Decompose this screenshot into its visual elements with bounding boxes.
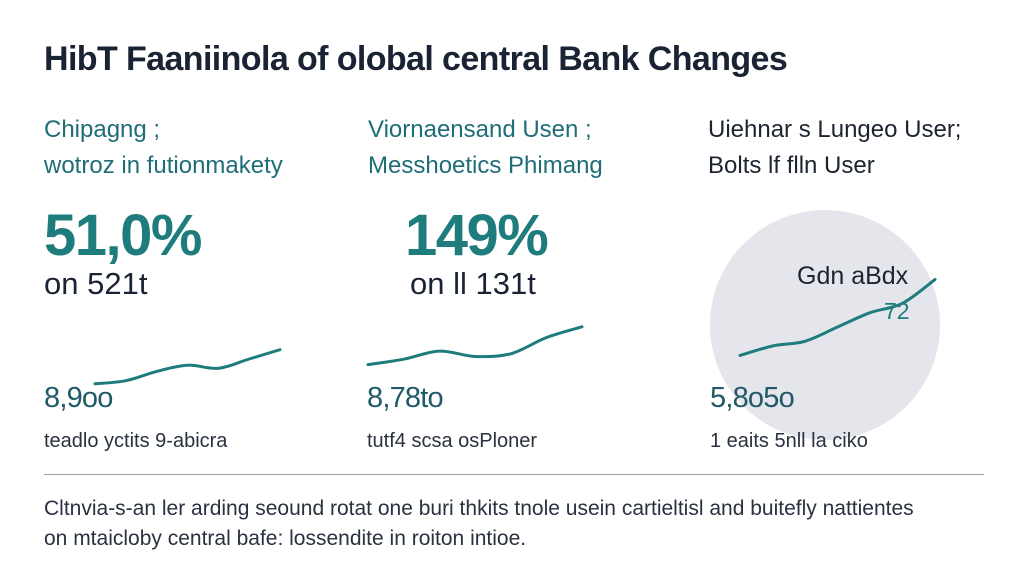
- data-point: [367, 363, 369, 366]
- data-point: [125, 379, 127, 382]
- kpi-value: 51,0%: [44, 203, 202, 268]
- data-point: [934, 278, 936, 281]
- panel-subtitle-line: Uiehnar s Lungeo User;: [708, 116, 962, 143]
- panel-subtitle: Viornaensand Usen ; Messhoetics Phimang: [368, 112, 603, 184]
- data-point: [804, 340, 806, 343]
- data-point: [94, 383, 96, 385]
- data-point: [509, 353, 512, 355]
- panel-2: Viornaensand Usen ; Messhoetics Phimang …: [340, 0, 660, 470]
- data-point: [438, 350, 441, 352]
- footnote-line: on mtaicloby central bafe: lossendite in…: [44, 527, 527, 550]
- kpi-subtext: on ll 131t: [410, 266, 536, 301]
- stat-value: 8,78to: [367, 382, 444, 414]
- panel-subtitle: Chipagng ; wotroz in futionmakety: [44, 112, 283, 184]
- panel-1: Chipagng ; wotroz in futionmakety 51,0% …: [0, 0, 320, 470]
- data-point: [771, 345, 774, 347]
- series-line: [93, 348, 282, 386]
- kpi-value: 149%: [405, 203, 549, 268]
- data-point: [155, 370, 158, 373]
- data-point: [186, 364, 189, 366]
- data-point: [402, 358, 405, 360]
- series-line: [366, 325, 584, 367]
- data-point: [739, 354, 741, 357]
- series-line: [738, 278, 937, 357]
- panel-subtitle-line: Chipagng ;: [44, 116, 161, 143]
- data-point: [581, 326, 583, 328]
- stat-caption: teadlo yctits 9-abicra: [44, 430, 228, 452]
- panel-subtitle-line: Messhoetics Phimang: [368, 152, 603, 179]
- footnote-line: Cltnvia-s-an ler arding seound rotat one…: [44, 497, 914, 520]
- data-point: [217, 367, 220, 370]
- panel-subtitle-line: wotroz in futionmakety: [44, 152, 283, 179]
- panel-3: Uiehnar s Lungeo User; Bolts lf flln Use…: [680, 0, 1000, 470]
- stat-value: 5,8o5o: [710, 382, 795, 414]
- sparkline-chart: [366, 325, 584, 367]
- data-point: [248, 358, 250, 360]
- data-point: [869, 311, 871, 314]
- footnote: Cltnvia-s-an ler arding seound rotat one…: [44, 494, 994, 554]
- stat-caption: 1 eaits 5nll la ciko: [710, 430, 868, 452]
- kpi-subtext: on 521t: [44, 266, 148, 301]
- panel-subtitle-line: Bolts lf flln User: [708, 152, 875, 179]
- panel-subtitle-line: Viornaensand Usen ;: [368, 116, 592, 143]
- highlight-disc: [710, 210, 940, 440]
- data-point: [901, 302, 904, 305]
- page-title: HibT Faaniinola of olobal central Bank C…: [44, 40, 788, 78]
- stat-value: 8,9oo: [44, 382, 113, 414]
- panel-subtitle: Uiehnar s Lungeo User; Bolts lf flln Use…: [708, 112, 961, 184]
- disc-label: Gdn aBdx: [797, 262, 909, 290]
- stat-caption: tutf4 scsa osPloner: [367, 430, 538, 452]
- data-point: [836, 326, 839, 328]
- data-point: [545, 336, 548, 339]
- sparkline-chart: [93, 348, 282, 386]
- data-point: [474, 355, 476, 358]
- data-point: [279, 348, 281, 351]
- sparkline-chart: [738, 278, 937, 357]
- divider: [44, 474, 984, 475]
